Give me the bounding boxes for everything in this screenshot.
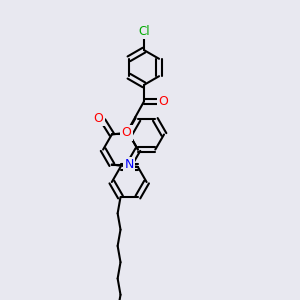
Text: O: O (94, 112, 103, 125)
Text: O: O (159, 95, 169, 108)
Text: N: N (124, 158, 134, 171)
Text: O: O (122, 126, 131, 139)
Text: Cl: Cl (138, 25, 150, 38)
